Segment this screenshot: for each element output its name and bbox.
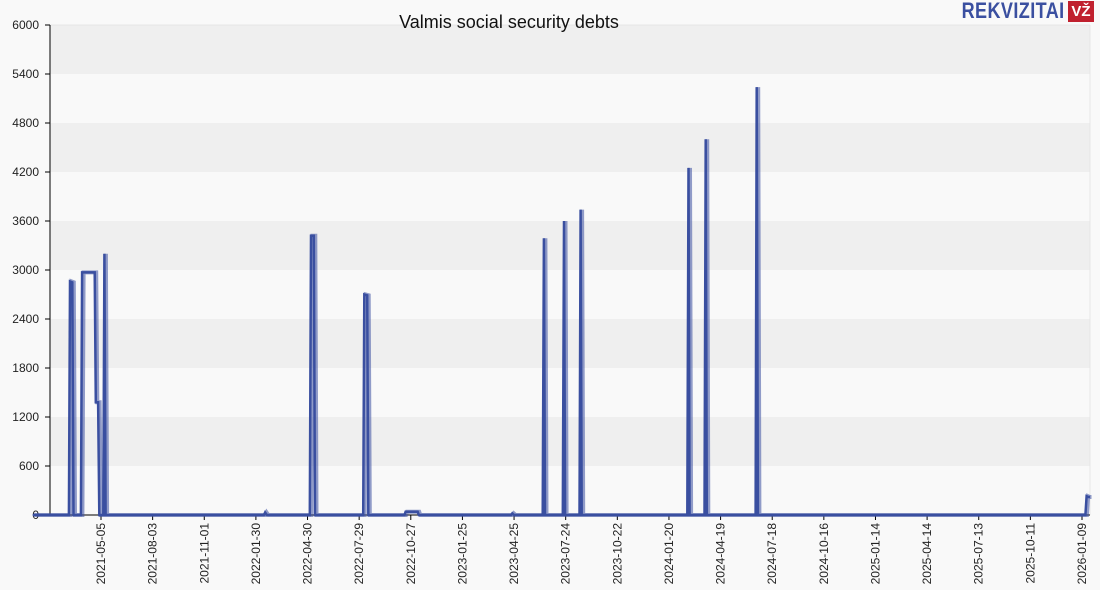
x-tick-label: 2021-08-03 (146, 523, 160, 585)
y-tick-label: 5400 (12, 67, 39, 81)
x-tick-label: 2021-11-01 (197, 523, 211, 584)
y-tick-label: 4800 (12, 116, 39, 130)
y-tick-label: 4200 (12, 165, 39, 179)
x-tick-label: 2023-07-24 (559, 523, 573, 585)
x-tick-label: 2025-01-14 (868, 523, 882, 585)
y-tick-label: 6000 (12, 18, 39, 32)
y-tick-label: 1800 (12, 361, 39, 375)
x-tick-label: 2024-10-16 (817, 523, 831, 585)
x-tick-label: 2025-04-14 (920, 523, 934, 585)
x-tick-label: 2023-04-25 (507, 523, 521, 585)
series-line (32, 87, 1090, 517)
y-tick-label: 600 (19, 459, 39, 473)
y-tick-label: 3600 (12, 214, 39, 228)
grid-band (50, 417, 1090, 466)
x-tick-label: 2022-07-29 (352, 523, 366, 585)
grid-band (50, 25, 1090, 74)
y-tick-label: 1200 (12, 410, 39, 424)
x-tick-label: 2024-04-19 (714, 523, 728, 585)
grid-band (50, 221, 1090, 270)
grid-band (50, 172, 1090, 221)
x-tick-label: 2023-01-25 (455, 523, 469, 585)
grid-band (50, 319, 1090, 368)
y-tick-label: 2400 (12, 312, 39, 326)
x-tick-label: 2022-04-30 (301, 523, 315, 585)
logo-text: REKVIZITAI (962, 0, 1065, 23)
x-tick-label: 2022-01-30 (249, 523, 263, 585)
logo-badge-icon: VŽ (1068, 0, 1094, 22)
x-tick-label: 2025-10-11 (1023, 523, 1037, 584)
grid-band (50, 270, 1090, 319)
grid-band (50, 368, 1090, 417)
grid-band (50, 123, 1090, 172)
grid-band (50, 466, 1090, 515)
x-axis: 2021-05-05 2021-08-03 2021-11-01 2022-01-30… (50, 514, 1090, 585)
grid-bands (50, 24, 1091, 515)
x-tick-label: 2026-01-09 (1075, 523, 1089, 585)
grid-band (50, 74, 1090, 123)
rekvizitai-logo[interactable]: REKVIZITAI VŽ (939, 0, 1094, 22)
data-series (32, 87, 1092, 517)
chart-title: Valmis social security debts (399, 12, 619, 32)
x-tick-label: 2022-10-27 (404, 523, 418, 585)
y-tick-label: 3000 (12, 263, 39, 277)
x-tick-label: 2023-10-22 (610, 523, 624, 585)
x-tick-label: 2025-07-13 (972, 523, 986, 585)
x-tick-label: 2024-07-18 (765, 523, 779, 585)
x-tick-label: 2024-01-20 (662, 523, 676, 585)
x-tick-label: 2021-05-05 (94, 523, 108, 585)
